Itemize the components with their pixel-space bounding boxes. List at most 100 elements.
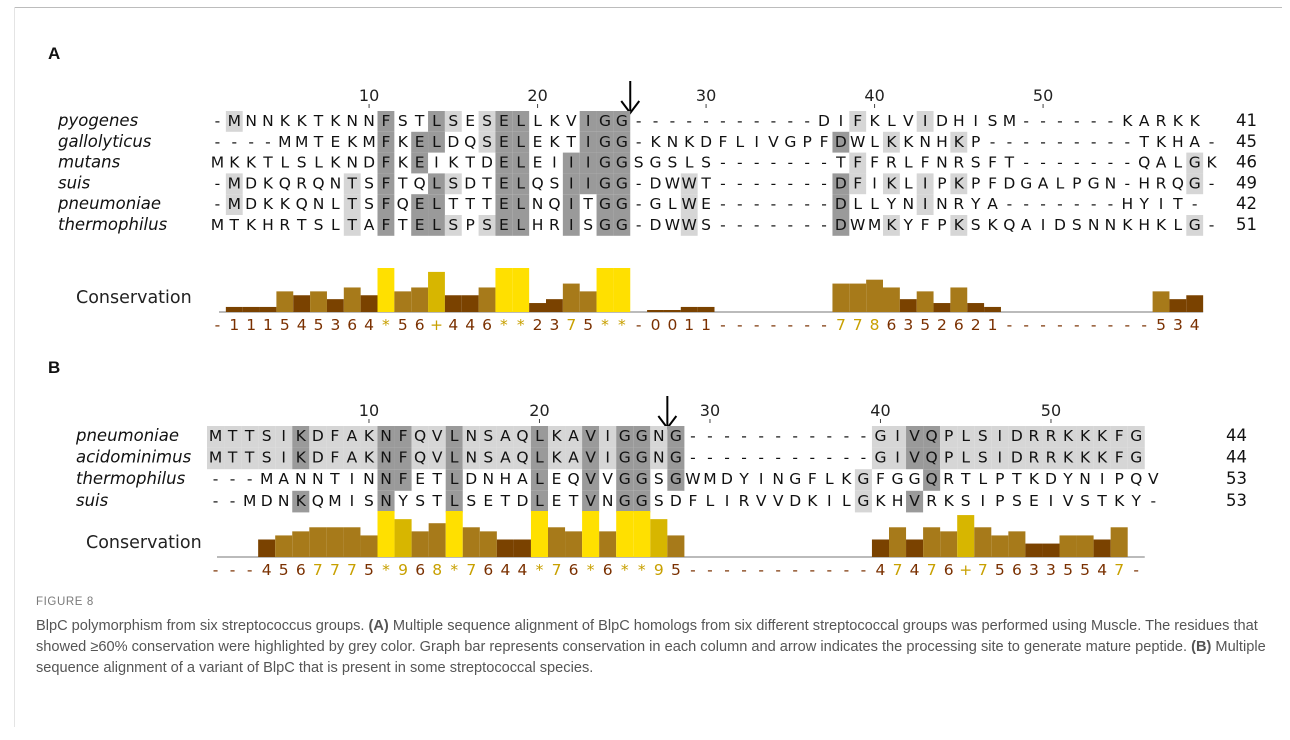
conserved-residue-highlight <box>1127 426 1145 448</box>
conservation-bar <box>309 527 327 557</box>
ruler-tick-label: 10 <box>359 401 379 420</box>
residue: T <box>397 216 408 234</box>
residue: Q <box>414 427 426 445</box>
conservation-score: 4 <box>910 561 920 579</box>
residue: I <box>281 449 286 467</box>
residue: E <box>552 492 562 510</box>
conservation-bar <box>940 531 958 557</box>
residue: I <box>759 470 764 488</box>
residue: E <box>552 470 562 488</box>
residue: F <box>853 174 862 192</box>
residue: E <box>701 195 711 213</box>
residue: - <box>215 112 221 130</box>
residue: - <box>265 133 271 151</box>
ruler-tick-label: 50 <box>1041 401 1061 420</box>
conservation-score: 6 <box>483 561 493 579</box>
conservation-score: 7 <box>853 316 863 334</box>
residue: N <box>919 133 931 151</box>
residue: L <box>887 112 896 130</box>
conservation-score: - <box>1074 316 1080 334</box>
residue: - <box>1091 112 1097 130</box>
conservation-score: 4 <box>364 316 374 334</box>
conservation-score: - <box>741 561 747 579</box>
conservation-score: - <box>690 561 696 579</box>
residue: K <box>246 154 257 172</box>
residue: - <box>720 154 726 172</box>
residue: V <box>909 427 920 445</box>
residue: W <box>682 195 697 213</box>
residue: A <box>347 427 358 445</box>
residue: - <box>827 449 833 467</box>
conserved-residue-highlight <box>258 447 276 470</box>
conservation-score: - <box>1141 316 1147 334</box>
conservation-bar <box>428 523 446 557</box>
conserved-residue-highlight <box>1076 447 1094 470</box>
conservation-score: 6 <box>482 316 492 334</box>
residue: F <box>381 154 390 172</box>
conservation-score: 8 <box>870 316 880 334</box>
residue: G <box>1088 174 1100 192</box>
residue: K <box>1029 470 1040 488</box>
conservation-score: 5 <box>1156 316 1166 334</box>
residue: F <box>381 133 390 151</box>
residue: Q <box>567 470 579 488</box>
conserved-residue-highlight <box>241 426 259 448</box>
residue: - <box>1007 133 1013 151</box>
conservation-bar <box>478 287 496 312</box>
residue: S <box>297 154 307 172</box>
residue: K <box>296 492 307 510</box>
conserved-residue-highlight <box>854 490 872 513</box>
residue: K <box>886 216 897 234</box>
conserved-residue-highlight <box>562 194 580 215</box>
residue: V <box>768 133 779 151</box>
residue: S <box>364 195 374 213</box>
conserved-residue-highlight <box>871 426 889 448</box>
residue: D <box>447 133 459 151</box>
conserved-residue-highlight <box>616 426 634 448</box>
conserved-residue-highlight <box>849 173 867 195</box>
conserved-residue-highlight <box>991 447 1009 470</box>
residue: K <box>448 154 459 172</box>
residue: W <box>850 133 865 151</box>
conserved-residue-highlight <box>667 469 685 491</box>
residue: N <box>295 470 307 488</box>
conservation-bar <box>991 535 1009 557</box>
residue: V <box>903 112 914 130</box>
conserved-residue-highlight <box>512 111 530 132</box>
conserved-residue-highlight <box>916 173 934 195</box>
residue: T <box>835 154 846 172</box>
conservation-score: 7 <box>978 561 988 579</box>
residue: P <box>971 133 980 151</box>
residue: L <box>450 449 459 467</box>
residue: H <box>953 112 965 130</box>
conserved-residue-highlight <box>224 426 242 448</box>
conserved-residue-highlight <box>292 426 310 448</box>
residue: Q <box>1138 154 1150 172</box>
conservation-score: - <box>771 316 777 334</box>
conservation-score: - <box>215 316 221 334</box>
residue: - <box>737 154 743 172</box>
conservation-bar <box>697 306 715 312</box>
residue: D <box>835 174 847 192</box>
conservation-bar <box>974 527 992 557</box>
residue: E <box>415 154 425 172</box>
conservation-bar <box>411 531 429 557</box>
caption-part: (B) <box>1191 639 1212 655</box>
conservation-score: 7 <box>1114 561 1124 579</box>
conservation-score: * <box>382 316 390 334</box>
conservation-bar <box>957 515 975 557</box>
residue: - <box>821 174 827 192</box>
residue: S <box>988 112 998 130</box>
residue: T <box>481 195 492 213</box>
residue: D <box>465 470 477 488</box>
sequence-length: 44 <box>1226 426 1247 445</box>
conservation-bar <box>1152 291 1170 312</box>
residue: K <box>1156 216 1167 234</box>
conservation-score: - <box>792 561 798 579</box>
residue: A <box>364 216 375 234</box>
conservation-score: 1 <box>684 316 694 334</box>
conservation-score: * <box>500 316 508 334</box>
residue: T <box>414 112 425 130</box>
residue: - <box>653 112 659 130</box>
